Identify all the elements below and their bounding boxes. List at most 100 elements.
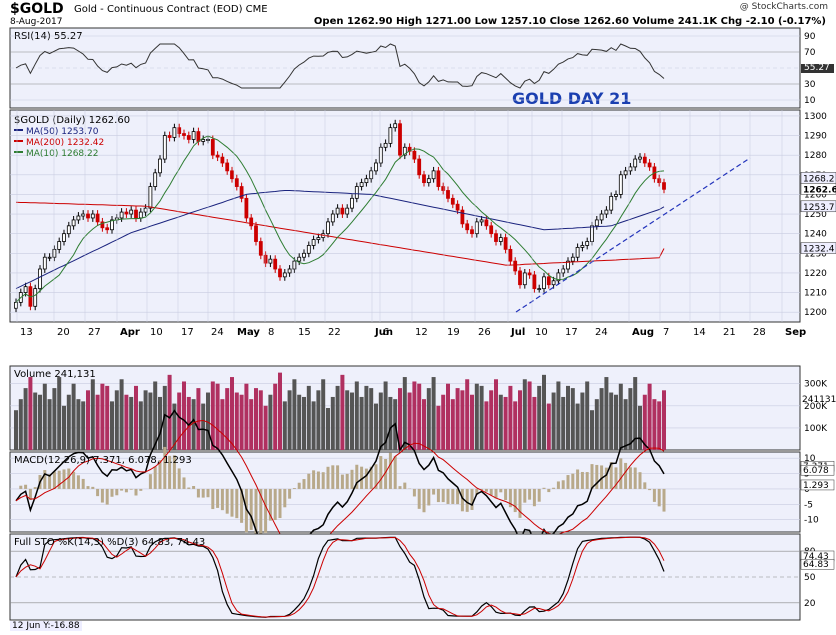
macd-histogram-bar [76, 475, 80, 489]
volume-bar [374, 403, 378, 450]
macd-histogram-bar [571, 473, 575, 489]
volume-bar [129, 396, 134, 450]
macd-histogram-bar [187, 487, 191, 489]
macd-histogram-bar [201, 488, 205, 498]
candle-body [23, 286, 28, 293]
macd-histogram-bar [662, 488, 666, 512]
volume-bar [398, 388, 402, 450]
uptrend-line [515, 157, 751, 313]
volume-bar [321, 379, 326, 450]
symbol-description: Gold - Continuous Contract (EOD) CME [74, 4, 268, 15]
price-panel: 1300129012801270126012501240123012201210… [9, 109, 836, 323]
macd-histogram-bar [528, 488, 532, 500]
volume-bar [551, 392, 556, 450]
volume-bar [28, 377, 33, 450]
macd-histogram-bar [312, 470, 316, 489]
macd-histogram-bar [292, 488, 296, 489]
price-tick-label: 1260 [804, 190, 827, 200]
volume-bar [278, 372, 282, 450]
macd-histogram-bar [494, 488, 498, 499]
candle-body [522, 272, 527, 286]
macd-histogram-bar [129, 488, 133, 490]
volume-bar [383, 381, 388, 450]
macd-histogram-bar [172, 455, 176, 489]
volume-bar [292, 379, 297, 450]
candle-body [436, 170, 441, 187]
candle-body [580, 245, 585, 248]
symbol-title: $GOLD [10, 1, 64, 17]
candle-body [158, 158, 162, 174]
volume-bar [191, 399, 196, 450]
volume-bar [110, 401, 114, 450]
sto-d-line [15, 536, 665, 618]
macd-histogram-bar [302, 479, 306, 489]
candle-body [378, 146, 383, 164]
volume-bar [378, 392, 383, 450]
volume-bar [537, 385, 542, 450]
macd-histogram-bar [417, 488, 421, 509]
date-tick-label: 14 [693, 327, 706, 338]
macd-histogram-bar [100, 488, 104, 503]
volume-bar [489, 390, 494, 450]
macd-histogram-bar [52, 471, 56, 489]
volume-bar [273, 383, 278, 450]
volume-bar [402, 377, 407, 450]
volume-bar [614, 394, 618, 450]
candle-body [402, 146, 407, 156]
macd-histogram-bar [518, 488, 522, 518]
candle-body [234, 178, 239, 187]
volume-bar [417, 383, 422, 450]
volume-bar [575, 403, 580, 450]
candle-body [292, 260, 297, 270]
sto-legend: Full STO %K(14,3) %D(3) 64.83, 74.43 [14, 537, 205, 548]
macd-histogram-bar [489, 488, 493, 496]
date-tick-label: 10 [535, 327, 548, 338]
macd-histogram-bar [72, 471, 76, 489]
macd-histogram-bar [48, 474, 52, 489]
volume-bar [42, 383, 47, 450]
volume-bar [465, 379, 470, 450]
ohlc-summary: Open 1262.90 High 1271.00 Low 1257.10 Cl… [313, 16, 826, 27]
candle-body [282, 272, 287, 278]
candle-body [263, 254, 268, 264]
volume-bar [441, 394, 446, 450]
volume-bar [148, 392, 153, 450]
candle-body [42, 256, 47, 270]
macd-histogram-bar [321, 472, 325, 489]
macd-histogram-bar [364, 468, 368, 489]
macd-histogram-bar [393, 456, 397, 489]
volume-bar [566, 385, 570, 450]
macd-histogram-bar [504, 488, 508, 501]
volume-bar [249, 399, 254, 450]
candle-body [383, 142, 388, 148]
volume-bar [546, 403, 551, 450]
macd-histogram-bar [43, 470, 47, 489]
candle-body [57, 241, 62, 250]
macd-histogram-bar [532, 488, 536, 507]
rsi-tick-label: 10 [804, 96, 816, 106]
candle-body [268, 258, 273, 264]
volume-bar [316, 390, 321, 450]
volume-bar [86, 390, 90, 450]
volume-panel: 300K 200K 100K Volume 241,131 241131 [9, 365, 836, 451]
volume-bar [484, 401, 489, 450]
rsi-value-tag-box [801, 64, 834, 73]
candle-body [311, 239, 316, 246]
candle-body [393, 123, 398, 129]
volume-bar [350, 392, 354, 450]
candle-body [614, 194, 618, 197]
macd-value-tag-box [800, 464, 835, 476]
volume-bar [633, 377, 638, 450]
macd-histogram-bar [110, 488, 114, 497]
volume-bar [66, 394, 71, 450]
volume-bar [340, 374, 345, 450]
volume-bar [345, 390, 350, 450]
price-legend: $GOLD (Daily) 1262.60 [14, 115, 130, 126]
macd-histogram-bar [638, 472, 642, 489]
candle-body [426, 178, 431, 184]
macd-histogram-bar [115, 488, 119, 496]
volume-bar [47, 399, 52, 450]
volume-bar [177, 392, 182, 450]
candle-body [134, 209, 138, 219]
candle-body [441, 186, 446, 191]
